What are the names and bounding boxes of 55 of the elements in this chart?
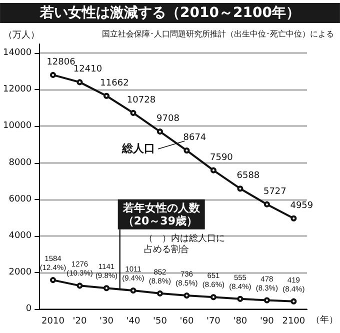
point — [210, 167, 216, 174]
y-tick-label: 10000 — [2, 121, 32, 132]
legend-label: 総人口 — [120, 142, 155, 156]
point — [76, 282, 83, 289]
data-label: 10728 — [126, 95, 156, 106]
x-tick-label: '90 — [260, 316, 274, 326]
x-tick-label: '60 — [180, 316, 194, 326]
point — [76, 79, 83, 86]
data-label: 9708 — [156, 114, 180, 124]
point — [184, 292, 190, 299]
point — [50, 277, 56, 284]
x-tick-label: '70 — [206, 316, 221, 326]
point — [237, 186, 244, 192]
data-label: 11662 — [100, 78, 129, 88]
point — [290, 215, 297, 222]
point — [210, 294, 216, 300]
chart-title: 若い女性は激減する（2010～2100年） — [39, 5, 300, 21]
x-tick-label: '50 — [153, 316, 168, 326]
x-axis-title: （年） — [311, 314, 338, 326]
point — [264, 297, 270, 304]
data-label: 6588 — [236, 171, 260, 182]
point — [130, 110, 136, 116]
y-tick-label: 4000 — [8, 230, 32, 241]
y-axis-title: （万人） — [4, 30, 40, 40]
point — [130, 288, 136, 294]
point — [156, 290, 163, 296]
y-tick-label: 8000 — [8, 158, 32, 168]
x-tick-label: '80 — [233, 316, 248, 326]
x-tick-label: '40 — [126, 316, 140, 326]
y-tick-label: 6000 — [8, 194, 32, 204]
data-label: 8674 — [183, 132, 206, 143]
x-tick-label: '30 — [100, 316, 114, 326]
point — [184, 147, 190, 154]
x-tick-label: 2100 — [282, 316, 306, 326]
point — [156, 128, 163, 135]
text: 国立社会保障･人口問題研究所推計（出生中位･死亡中位）による — [102, 30, 334, 38]
point — [237, 296, 244, 302]
x-tick-label: '20 — [72, 316, 87, 326]
data-label: 12806 — [46, 57, 76, 68]
point — [103, 92, 110, 99]
point — [50, 72, 56, 78]
text: 若年女性の人数（20～39歳） — [122, 201, 201, 228]
y-tick-label: 14000 — [2, 48, 32, 58]
y-tick-label: 0 — [26, 304, 32, 314]
y-tick-label: 12000 — [2, 84, 32, 95]
y-tick-label: 2000 — [8, 267, 32, 278]
x-tick-label: 2010 — [42, 316, 65, 326]
annotation: （ ）内は総人口に占める割合 — [144, 232, 225, 255]
data-label: 7590 — [210, 152, 234, 163]
data-label: 12410 — [73, 64, 102, 75]
data-label: 4959 — [290, 200, 314, 211]
point — [264, 201, 270, 208]
data-label: 5727 — [263, 186, 286, 197]
point — [103, 285, 110, 292]
point — [290, 298, 297, 304]
